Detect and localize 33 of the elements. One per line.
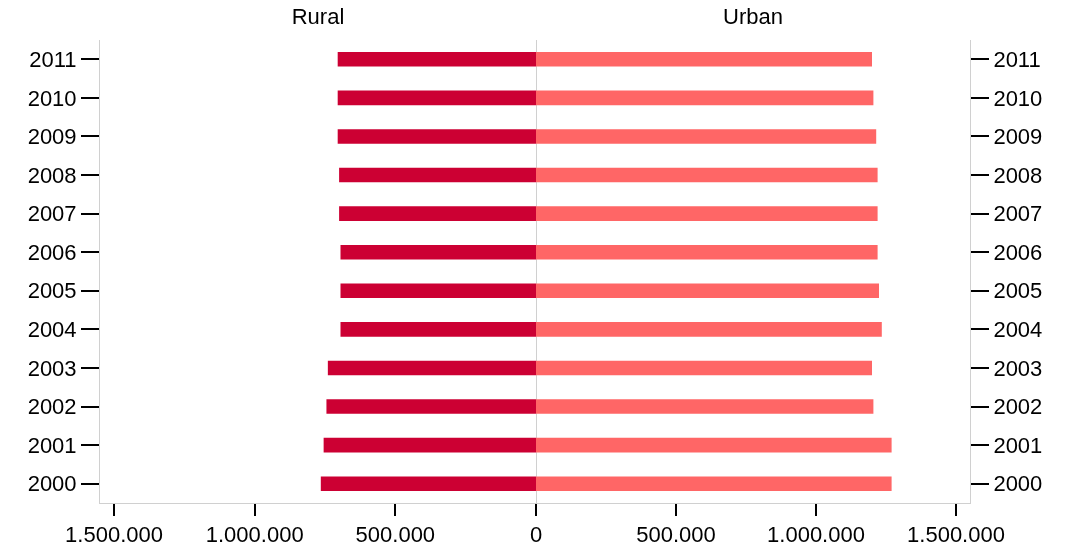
x-tick-label: 1.000.000 (767, 522, 865, 548)
y-tick-label: 2004 (993, 317, 1043, 343)
y-tick-label: 2006 (27, 239, 77, 265)
y-tick-label: 2010 (993, 85, 1043, 111)
y-tick-label: 2009 (27, 124, 77, 150)
x-tick-label: 0 (529, 522, 543, 548)
x-tick-label: 500.000 (355, 522, 436, 548)
y-tick-label: 2007 (27, 201, 77, 227)
y-tick-label: 2010 (27, 85, 77, 111)
y-tick-label: 2003 (993, 355, 1043, 381)
x-tick-label: 1.500.000 (65, 522, 163, 548)
y-tick-label: 2000 (27, 471, 77, 497)
y-tick-label: 2008 (27, 162, 77, 188)
chart-title: Urban (723, 3, 783, 29)
y-tick-label: 2011 (993, 46, 1041, 72)
y-tick-label: 2002 (993, 394, 1043, 420)
y-tick-label: 2001 (27, 432, 77, 458)
y-tick-label: 2008 (993, 162, 1043, 188)
x-tick-label: 500.000 (636, 522, 716, 548)
y-tick-label: 2011 (29, 46, 77, 72)
x-tick-label: 1.000.000 (205, 522, 304, 548)
y-tick-label: 2002 (27, 394, 77, 420)
y-tick-label: 2009 (993, 124, 1043, 150)
chart-title: Rural (291, 3, 345, 29)
y-tick-label: 2006 (993, 239, 1043, 265)
y-tick-label: 2003 (27, 355, 77, 381)
y-tick-label: 2004 (27, 317, 77, 343)
y-tick-label: 2000 (993, 471, 1043, 497)
y-tick-label: 2005 (27, 278, 77, 304)
x-tick-label: 1.500.000 (907, 522, 1005, 548)
y-tick-label: 2001 (993, 432, 1043, 458)
y-tick-label: 2007 (993, 201, 1043, 227)
y-tick-label: 2005 (993, 278, 1043, 304)
